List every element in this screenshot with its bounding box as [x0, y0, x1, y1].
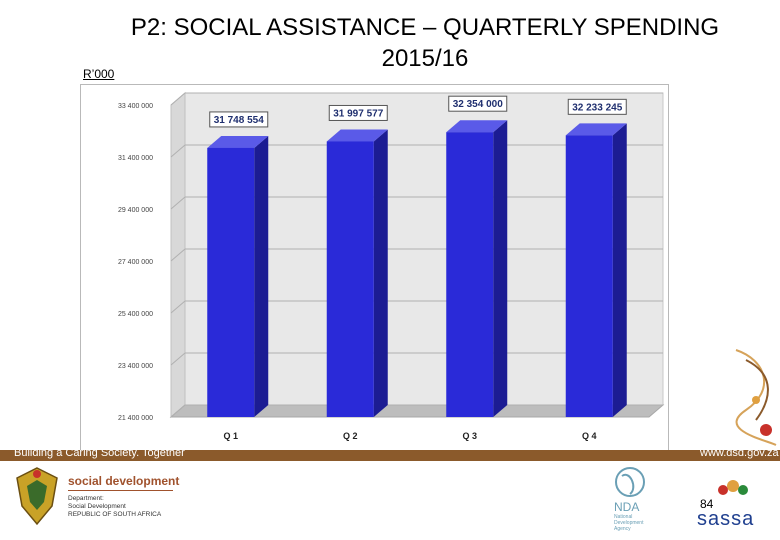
- bar-side: [493, 120, 508, 418]
- sassa-label: sassa: [697, 508, 755, 530]
- y-tick-label: 29 400 000: [118, 207, 153, 214]
- coat-of-arms-logo: [16, 467, 58, 526]
- gridline-side: [170, 144, 186, 158]
- footer-tagline: Building a Caring Society. Together: [14, 447, 185, 459]
- chart-area: 21 400 000 23 400 000 25 400 000 27 400 000…: [80, 84, 669, 451]
- unit-label: R’000: [83, 67, 115, 81]
- sassa-logo: [718, 480, 748, 495]
- y-tick-label: 31 400 000: [118, 155, 153, 162]
- nda-subtitle: National Development Agency: [614, 514, 644, 532]
- x-tick-label: Q 4: [582, 431, 597, 441]
- bar: [207, 147, 255, 417]
- data-label-box: [328, 104, 388, 121]
- bar-top: [565, 123, 627, 136]
- x-tick-label: Q 1: [223, 431, 238, 441]
- bar-side: [612, 123, 627, 417]
- gridline-side: [170, 352, 186, 366]
- y-tick-label: 27 400 000: [118, 259, 153, 266]
- bar-side: [254, 135, 269, 417]
- department-name-line: Department:: [68, 495, 104, 502]
- data-label: 31 997 577: [333, 108, 383, 119]
- data-label: 32 354 000: [453, 99, 503, 110]
- page-number: 84: [700, 497, 714, 511]
- department-name-line: REPUBLIC OF SOUTH AFRICA: [68, 511, 162, 518]
- department-name: Department: Social Development REPUBLIC …: [68, 495, 188, 519]
- y-tick-label: 23 400 000: [118, 363, 153, 370]
- decorative-swirl: [735, 349, 777, 446]
- footer-band: [0, 450, 780, 461]
- footer-url[interactable]: www.dsd.gov.za: [700, 447, 779, 459]
- gridline-side: [170, 248, 186, 262]
- bar-top: [207, 135, 269, 148]
- bar: [446, 132, 494, 418]
- bar: [326, 141, 374, 417]
- department-divider: [68, 490, 173, 491]
- department-name-line: Social Development: [68, 503, 126, 510]
- data-label-box: [448, 95, 508, 112]
- y-tick-label: 21 400 000: [118, 415, 153, 422]
- y-tick-label: 33 400 000: [118, 103, 153, 110]
- gridline-side: [170, 92, 186, 106]
- nda-label: NDA: [614, 500, 640, 514]
- bar: [565, 135, 613, 417]
- x-tick-label: Q 2: [343, 431, 358, 441]
- slide-title: P2: SOCIAL ASSISTANCE – QUARTERLY SPENDI…: [130, 14, 720, 72]
- gridline-side: [170, 300, 186, 314]
- x-tick-label: Q 3: [462, 431, 477, 441]
- data-label-box: [567, 98, 627, 115]
- gridline-side: [170, 404, 186, 418]
- data-label: 31 748 554: [214, 115, 264, 126]
- data-label: 32 233 245: [572, 102, 622, 113]
- bar-top: [326, 129, 388, 142]
- nda-logo: [615, 467, 645, 497]
- bar-top: [446, 120, 508, 133]
- bar-side: [373, 129, 388, 417]
- data-label-box: [209, 111, 269, 128]
- gridline-side: [170, 196, 186, 210]
- y-tick-label: 25 400 000: [118, 311, 153, 318]
- bar-chart: 21 400 000 23 400 000 25 400 000 27 400 000…: [118, 91, 665, 441]
- department-title: social development: [68, 474, 180, 488]
